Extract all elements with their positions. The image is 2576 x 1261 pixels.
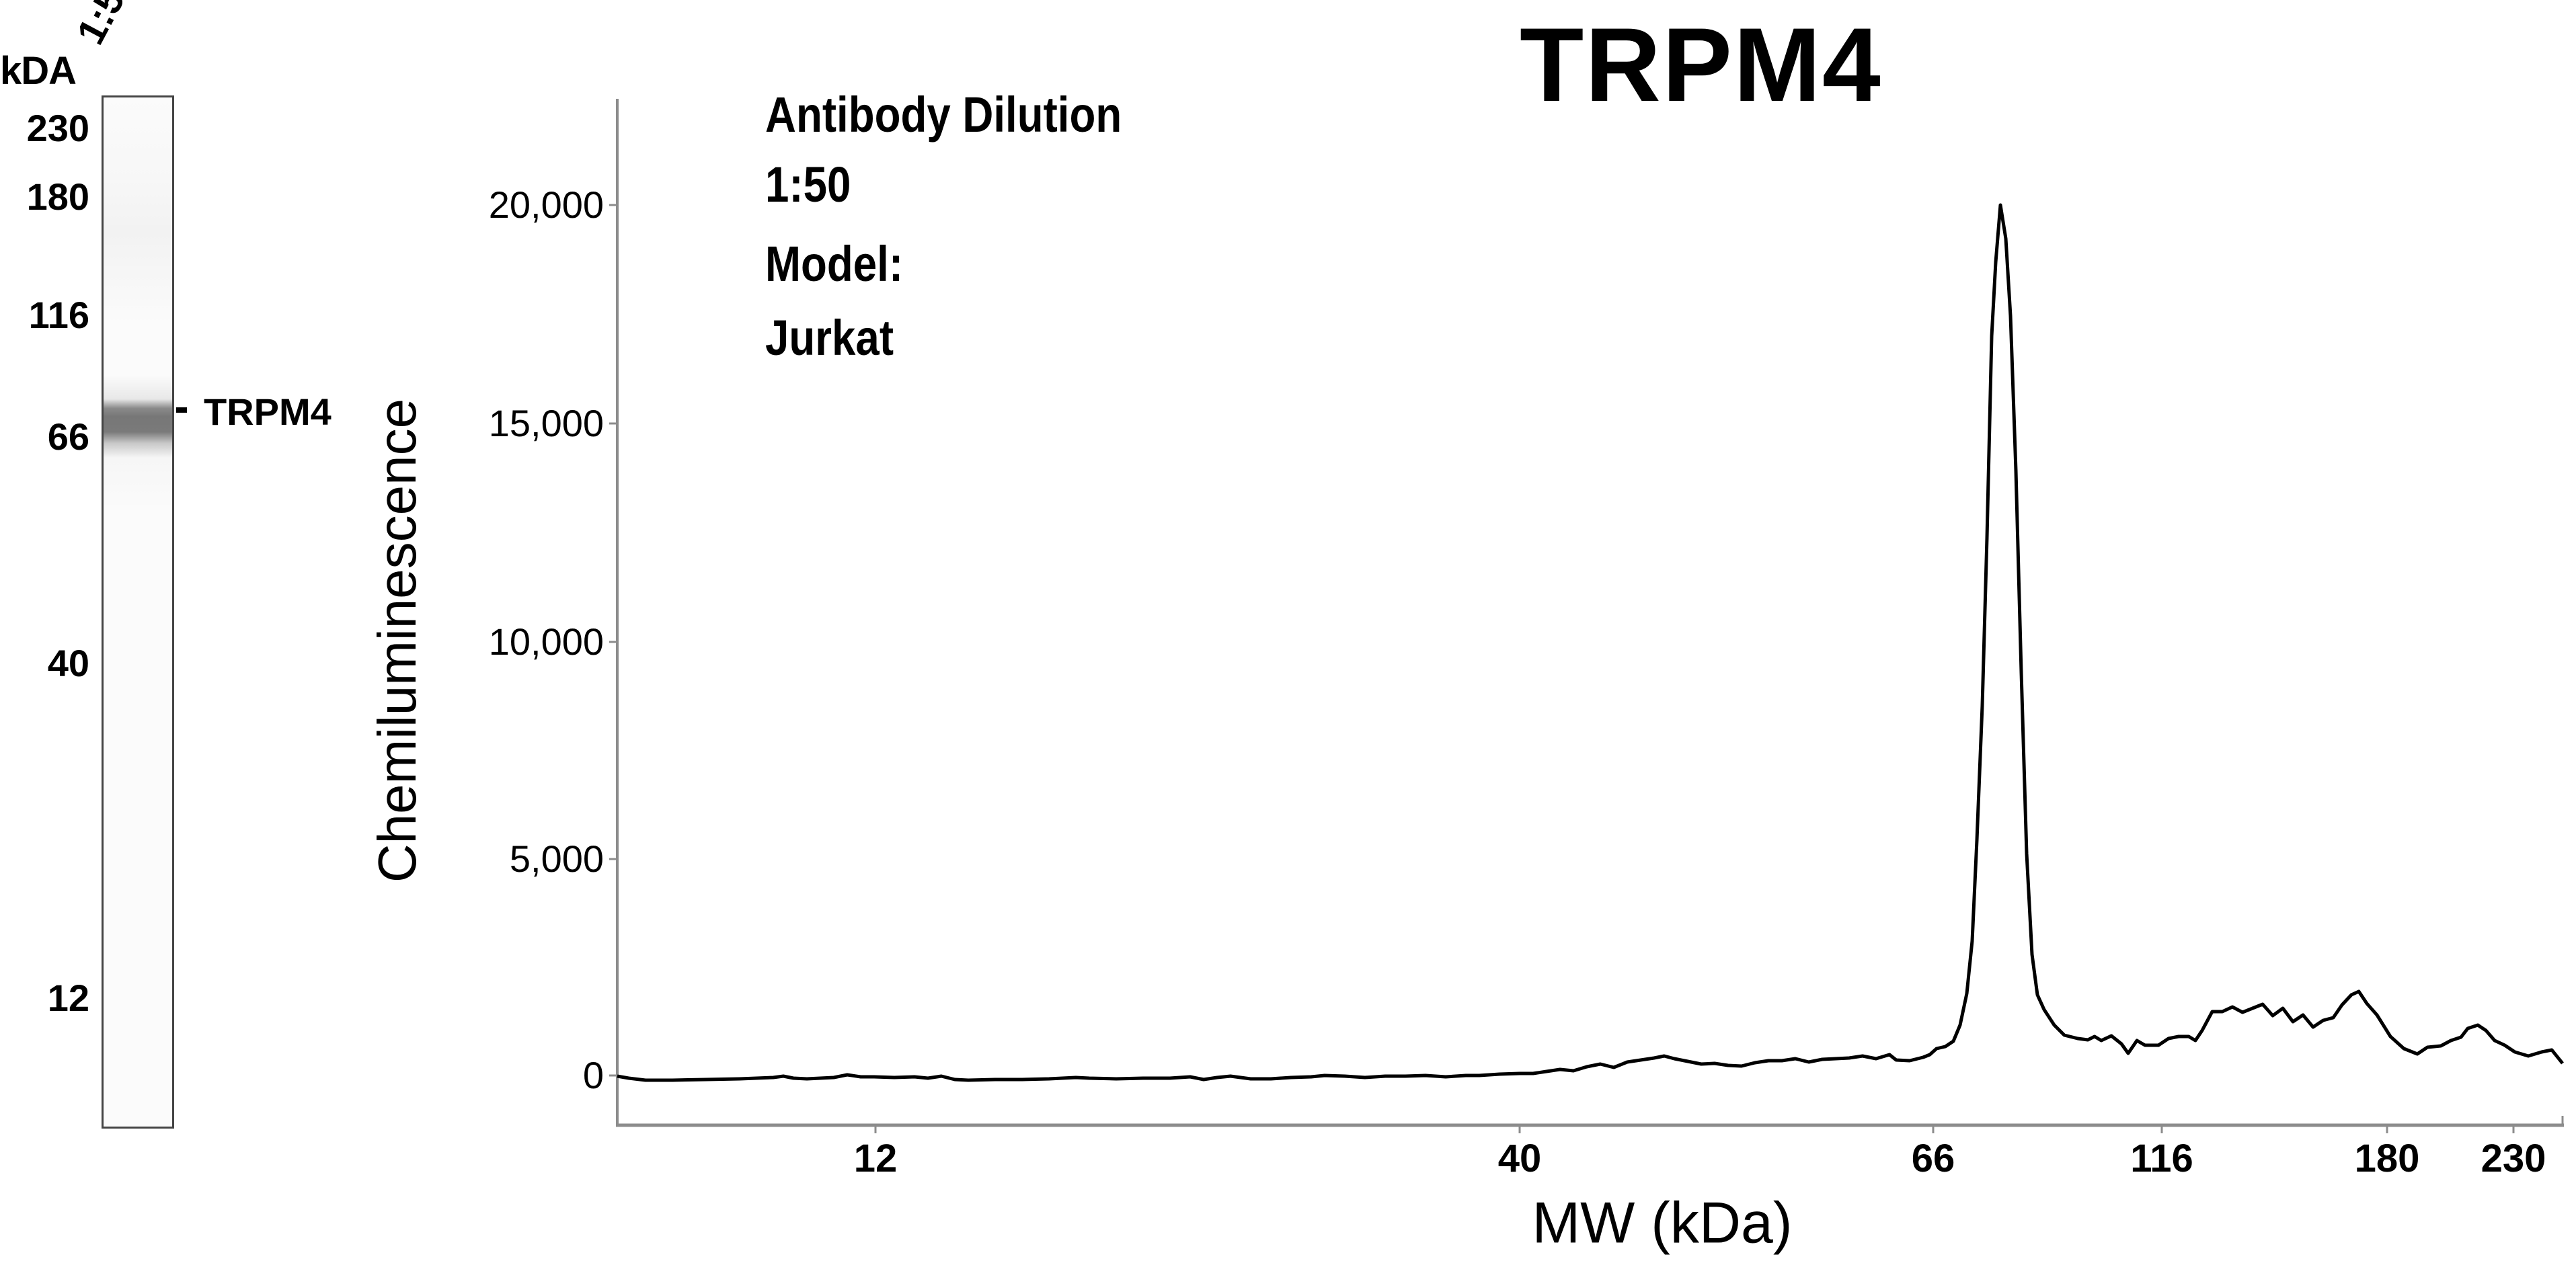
signal-trace <box>617 203 2564 1082</box>
x-ticks <box>874 1116 2564 1133</box>
kda-label: kDA <box>0 49 77 93</box>
x-axis-label: MW (kDa) <box>1532 1190 1793 1256</box>
band-tick <box>176 407 187 413</box>
x-tick-label: 116 <box>2130 1137 2193 1180</box>
annotation-model-label: Model: <box>765 236 904 292</box>
y-tick-label: 5,000 <box>509 838 604 880</box>
y-ticks <box>609 204 617 1077</box>
y-tick-label: 20,000 <box>488 184 604 226</box>
x-tick-label: 12 <box>853 1137 898 1180</box>
marker-label: 230 <box>26 107 89 149</box>
annotation-dilution-value: 1:50 <box>765 157 851 212</box>
annotation-model-value: Jurkat <box>765 310 894 366</box>
y-tick-label: 15,000 <box>488 402 604 444</box>
x-tick-label: 180 <box>2354 1137 2420 1180</box>
x-tick-label: 66 <box>1911 1137 1955 1180</box>
marker-label: 180 <box>26 175 89 218</box>
marker-label: 12 <box>47 977 89 1019</box>
annotation-dilution-label: Antibody Dilution <box>765 87 1122 143</box>
marker-label: 66 <box>47 415 89 458</box>
marker-label: 116 <box>28 294 89 336</box>
marker-label: 40 <box>47 642 89 684</box>
blot-lane <box>102 95 174 1129</box>
y-tick-label: 0 <box>582 1054 604 1096</box>
x-tick-label: 230 <box>2481 1137 2546 1180</box>
y-tick-label: 10,000 <box>488 620 604 663</box>
x-tick-label: 40 <box>1497 1137 1542 1180</box>
band-label: TRPM4 <box>204 391 331 433</box>
chart-title: TRPM4 <box>1520 7 1882 124</box>
